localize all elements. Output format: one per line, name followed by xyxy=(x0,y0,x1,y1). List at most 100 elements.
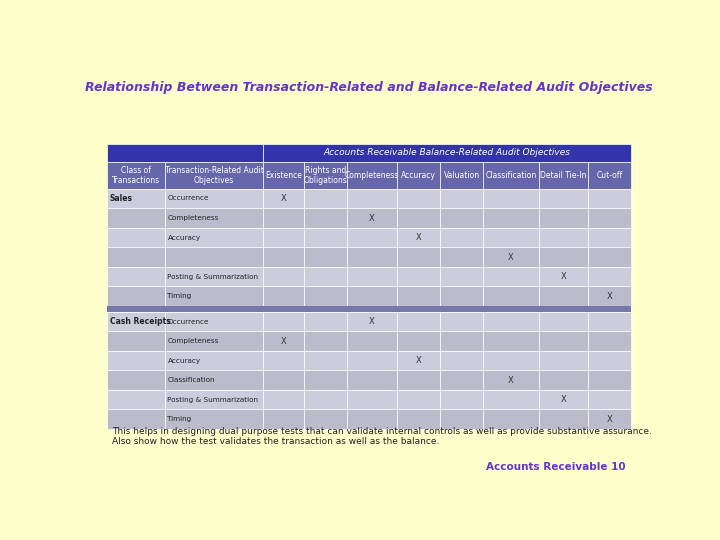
Bar xyxy=(440,390,483,409)
Bar xyxy=(588,390,631,409)
Bar xyxy=(264,351,304,370)
Bar xyxy=(264,228,304,247)
Bar xyxy=(264,370,304,390)
Bar xyxy=(107,267,165,286)
Bar xyxy=(397,390,440,409)
Bar xyxy=(588,247,631,267)
Bar xyxy=(107,247,165,267)
Bar xyxy=(107,228,165,247)
Text: X: X xyxy=(415,356,421,365)
Text: X: X xyxy=(560,395,566,404)
Text: X: X xyxy=(607,415,613,424)
Bar xyxy=(440,188,483,208)
Text: This helps in designing dual purpose tests that can validate internal controls a: This helps in designing dual purpose tes… xyxy=(112,427,652,446)
Bar xyxy=(483,267,539,286)
Bar xyxy=(397,409,440,429)
Bar xyxy=(107,286,165,306)
Text: X: X xyxy=(281,336,287,346)
Bar xyxy=(588,208,631,228)
Bar xyxy=(264,267,304,286)
Bar xyxy=(165,409,264,429)
Bar xyxy=(397,351,440,370)
Bar xyxy=(264,390,304,409)
Text: X: X xyxy=(369,213,375,222)
Text: Accounts Receivable 10: Accounts Receivable 10 xyxy=(486,462,626,472)
Bar xyxy=(483,332,539,351)
Text: Accuracy: Accuracy xyxy=(401,171,436,180)
Bar xyxy=(440,247,483,267)
Bar xyxy=(264,144,631,162)
Bar xyxy=(397,208,440,228)
Bar xyxy=(483,351,539,370)
Bar xyxy=(304,267,347,286)
Bar xyxy=(440,332,483,351)
Text: Timing: Timing xyxy=(168,416,192,422)
Bar xyxy=(588,370,631,390)
Text: Accuracy: Accuracy xyxy=(168,234,201,240)
Text: X: X xyxy=(607,292,613,301)
Bar xyxy=(539,188,588,208)
Text: Occurrence: Occurrence xyxy=(168,195,209,201)
Bar xyxy=(107,162,165,188)
Bar xyxy=(107,370,165,390)
Bar xyxy=(107,390,165,409)
Text: Classification: Classification xyxy=(485,171,536,180)
Text: Classification: Classification xyxy=(168,377,215,383)
Bar xyxy=(347,247,397,267)
Bar xyxy=(539,390,588,409)
Bar xyxy=(165,390,264,409)
Bar xyxy=(483,286,539,306)
Bar xyxy=(539,228,588,247)
Bar xyxy=(165,332,264,351)
Bar xyxy=(107,332,165,351)
Text: Timing: Timing xyxy=(168,293,192,299)
Bar xyxy=(347,390,397,409)
Bar xyxy=(304,188,347,208)
Bar xyxy=(347,312,397,332)
Text: Completeness: Completeness xyxy=(345,171,399,180)
Bar xyxy=(304,351,347,370)
Bar xyxy=(347,162,397,188)
Text: X: X xyxy=(508,376,514,384)
Bar xyxy=(588,351,631,370)
Bar xyxy=(304,370,347,390)
Bar xyxy=(165,228,264,247)
Bar xyxy=(588,162,631,188)
Text: X: X xyxy=(415,233,421,242)
Bar xyxy=(165,312,264,332)
Bar xyxy=(165,370,264,390)
Bar xyxy=(483,312,539,332)
Bar xyxy=(539,267,588,286)
Text: Accounts Receivable Balance-Related Audit Objectives: Accounts Receivable Balance-Related Audi… xyxy=(324,148,571,158)
Text: X: X xyxy=(560,272,566,281)
Bar xyxy=(165,267,264,286)
Bar xyxy=(539,247,588,267)
Bar xyxy=(440,267,483,286)
Bar xyxy=(165,162,264,188)
Bar xyxy=(483,409,539,429)
Text: Posting & Summarization: Posting & Summarization xyxy=(168,274,258,280)
Bar xyxy=(264,286,304,306)
Bar xyxy=(440,351,483,370)
Text: Completeness: Completeness xyxy=(168,215,219,221)
Bar xyxy=(347,208,397,228)
Bar xyxy=(588,332,631,351)
Bar xyxy=(165,351,264,370)
Text: Transaction-Related Audit
Objectives: Transaction-Related Audit Objectives xyxy=(165,166,264,185)
Text: Detail Tie-In: Detail Tie-In xyxy=(540,171,586,180)
Bar xyxy=(304,247,347,267)
Bar xyxy=(107,144,264,162)
Text: Accuracy: Accuracy xyxy=(168,357,201,363)
Bar xyxy=(588,228,631,247)
Bar xyxy=(304,286,347,306)
Text: X: X xyxy=(281,194,287,203)
Text: Valuation: Valuation xyxy=(444,171,480,180)
Bar xyxy=(304,228,347,247)
Bar xyxy=(539,312,588,332)
Bar xyxy=(397,228,440,247)
Bar xyxy=(440,409,483,429)
Bar xyxy=(397,312,440,332)
Bar xyxy=(264,332,304,351)
Bar xyxy=(588,312,631,332)
Bar xyxy=(165,247,264,267)
